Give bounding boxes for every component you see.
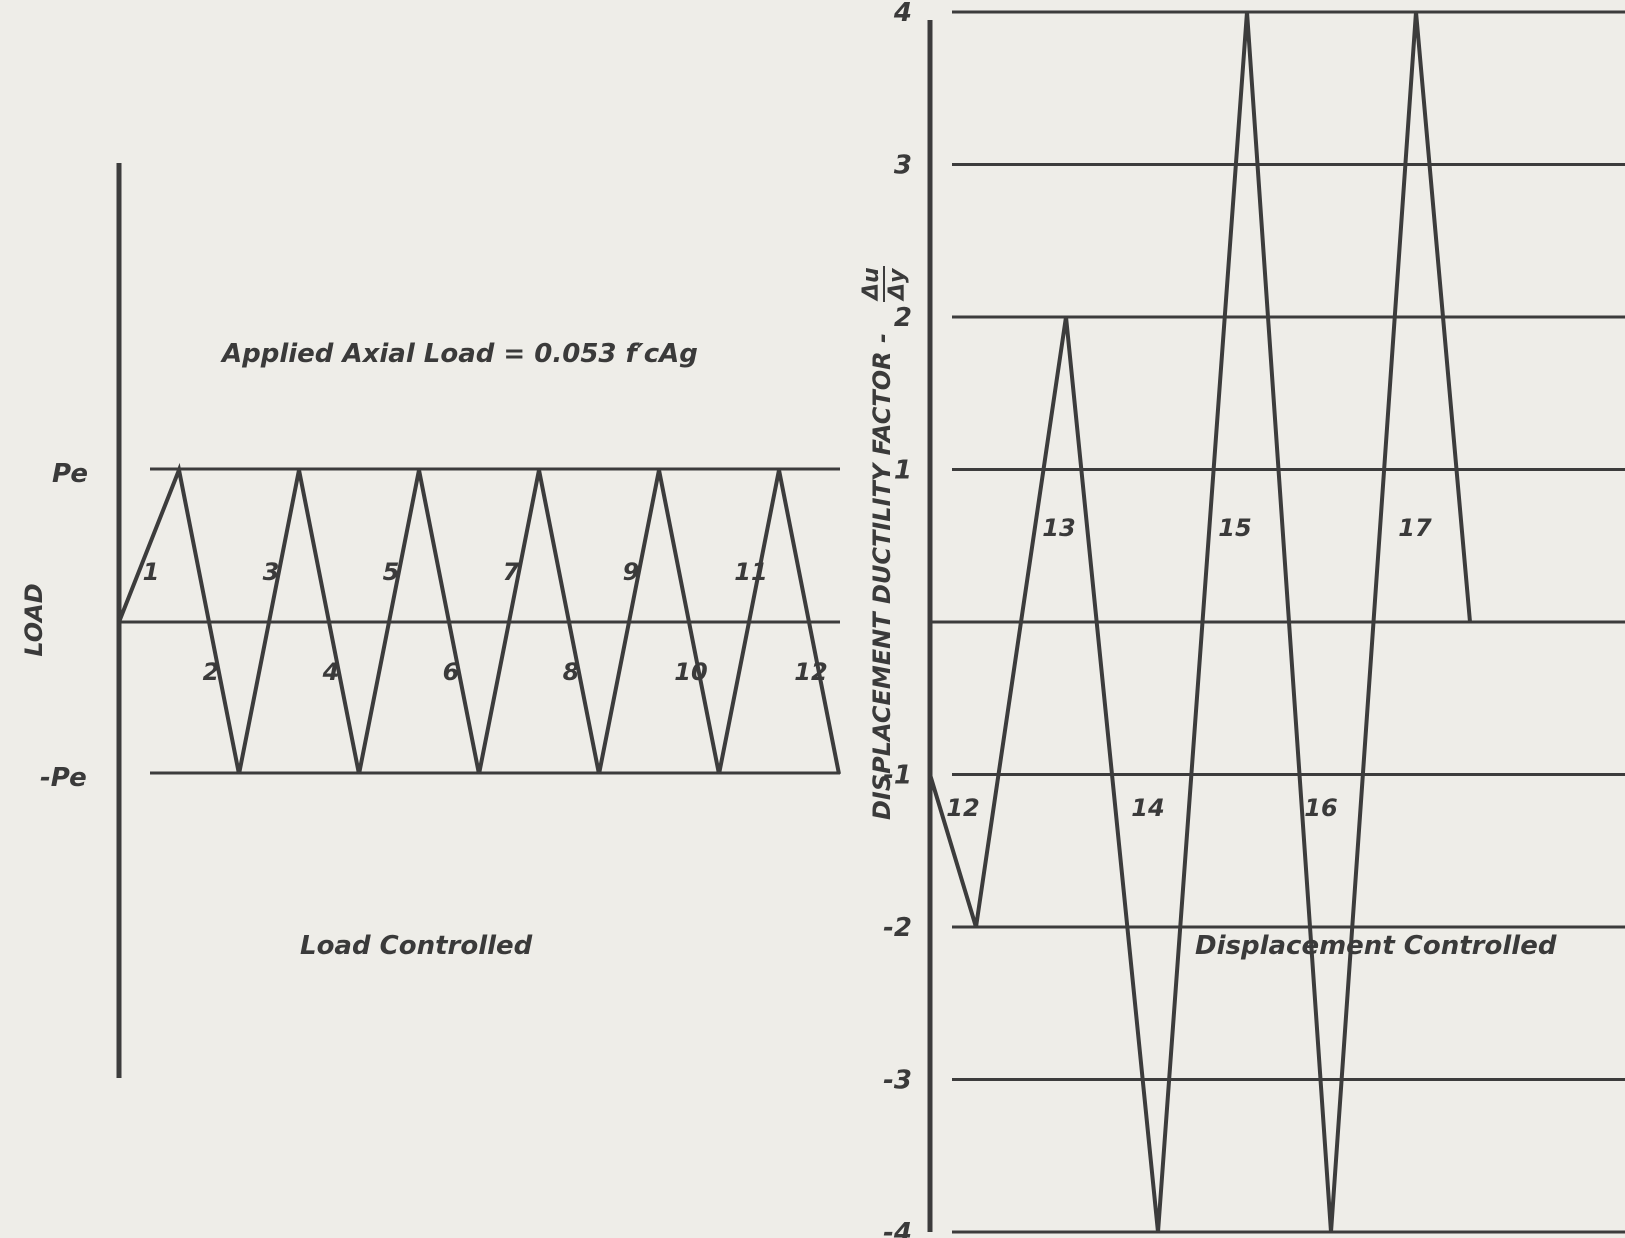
right-cycle-label: 17 xyxy=(1398,514,1432,542)
right-cycle-label: 13 xyxy=(1042,514,1075,542)
left-cycle-label: 12 xyxy=(794,658,827,686)
right-tick-label: 4 xyxy=(893,0,912,28)
right-y-axis-label-denominator: Δy xyxy=(885,267,910,302)
right-tick-label: 3 xyxy=(894,151,912,181)
left-cycle-label: 2 xyxy=(203,658,220,686)
left-series-line xyxy=(117,462,841,775)
right-tick-label: -3 xyxy=(883,1066,912,1096)
left-level-label-pe: Pe xyxy=(52,459,88,489)
right-y-axis-label-numerator: Δu xyxy=(859,267,884,302)
left-level-label-neg-pe: -Pe xyxy=(40,763,87,793)
left-cycle-label: 11 xyxy=(734,558,767,586)
right-cycle-labels: 12 13 14 15 16 17 xyxy=(946,514,1432,822)
right-y-axis-label: DISPLACEMENT DUCTILITY FACTOR - Δu Δy xyxy=(859,266,910,820)
left-annotation: Applied Axial Load = 0.053 f′cAg xyxy=(220,339,698,369)
right-tick-label: 2 xyxy=(894,303,912,333)
right-cycle-label: 14 xyxy=(1131,794,1164,822)
right-cycle-label: 12 xyxy=(946,794,979,822)
right-caption: Displacement Controlled xyxy=(1195,931,1557,961)
right-y-axis-label-text: DISPLACEMENT DUCTILITY FACTOR - xyxy=(868,333,896,820)
displacement-controlled-chart: 4 3 2 1 -1 -2 -3 -4 12 13 14 15 16 17 DISPLACEMENT D… xyxy=(859,0,1625,1238)
right-cycle-label: 16 xyxy=(1304,794,1337,822)
left-cycle-label: 5 xyxy=(383,558,400,586)
right-tick-labels: 4 3 2 1 -1 -2 -3 -4 xyxy=(883,0,912,1238)
right-series-line xyxy=(928,11,1472,1233)
left-cycle-label: 8 xyxy=(563,658,580,686)
right-tick-label: -4 xyxy=(883,1218,912,1238)
left-cycle-label: 9 xyxy=(623,558,640,586)
left-y-axis-label: LOAD xyxy=(20,583,48,656)
left-caption: Load Controlled xyxy=(300,931,533,961)
right-tick-label: 1 xyxy=(894,456,912,486)
right-tick-label: -1 xyxy=(883,761,912,791)
left-cycle-label: 1 xyxy=(143,558,160,586)
right-cycle-label: 15 xyxy=(1218,514,1251,542)
left-cycle-label: 6 xyxy=(443,658,460,686)
left-cycle-label: 3 xyxy=(263,558,280,586)
left-cycle-label: 10 xyxy=(674,658,707,686)
right-tick-label: -2 xyxy=(883,913,912,943)
left-cycle-label: 4 xyxy=(322,658,340,686)
left-cycle-label: 7 xyxy=(503,558,520,586)
right-gridlines xyxy=(930,10,1625,1234)
